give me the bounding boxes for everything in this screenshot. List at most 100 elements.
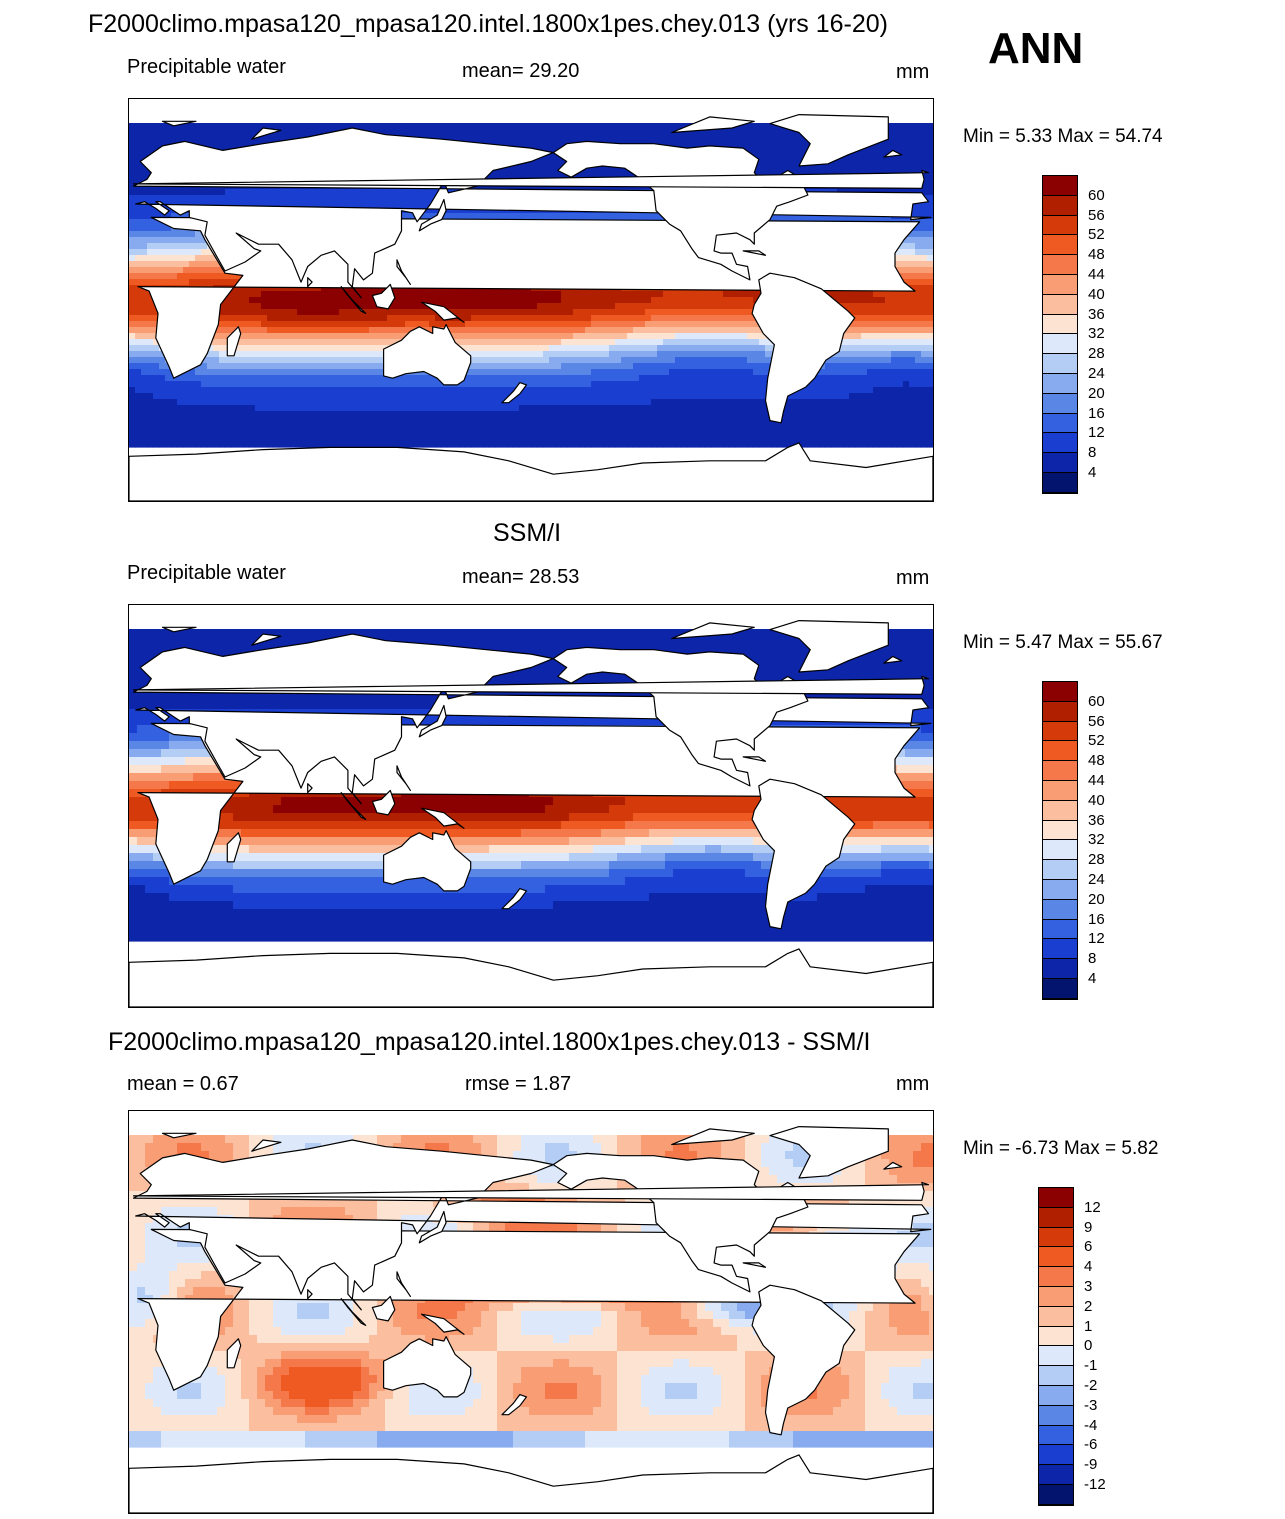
field-cell — [549, 435, 556, 442]
field-cell — [627, 405, 634, 412]
field-cell — [255, 411, 262, 418]
field-cell — [243, 441, 250, 448]
field-cell — [129, 141, 136, 148]
field-cell — [507, 297, 514, 304]
field-cell — [243, 411, 250, 418]
field-cell — [513, 303, 520, 310]
field-cell — [627, 417, 634, 424]
field-cell — [645, 417, 652, 424]
field-cell — [321, 375, 328, 382]
field-cell — [213, 201, 220, 208]
field-cell — [633, 357, 640, 364]
field-cell — [243, 351, 250, 358]
field-cell — [273, 417, 280, 424]
field-cell — [135, 423, 142, 430]
field-cell — [585, 435, 592, 442]
field-cell — [627, 399, 634, 406]
field-cell — [405, 327, 412, 334]
field-cell — [291, 123, 298, 130]
field-cell — [327, 321, 334, 328]
field-cell — [303, 351, 310, 358]
field-cell — [219, 195, 226, 202]
field-cell — [201, 261, 208, 268]
field-cell — [453, 399, 460, 406]
field-cell — [333, 411, 340, 418]
field-cell — [219, 201, 226, 208]
field-cell — [243, 357, 250, 364]
field-cell — [351, 381, 358, 388]
field-cell — [441, 135, 448, 142]
field-cell — [477, 351, 484, 358]
field-cell — [627, 315, 634, 322]
field-cell — [681, 123, 688, 130]
field-cell — [387, 309, 394, 316]
field-cell — [237, 321, 244, 328]
field-cell — [645, 387, 652, 394]
field-cell — [609, 321, 616, 328]
field-cell — [489, 429, 496, 436]
field-cell — [519, 141, 526, 148]
field-cell — [153, 273, 160, 280]
field-cell — [417, 123, 424, 130]
field-cell — [597, 435, 604, 442]
field-cell — [321, 381, 328, 388]
field-cell — [237, 423, 244, 430]
field-cell — [627, 435, 634, 442]
field-cell — [471, 435, 478, 442]
field-cell — [375, 405, 382, 412]
field-cell — [477, 441, 484, 448]
field-cell — [501, 141, 508, 148]
field-cell — [315, 189, 322, 196]
field-cell — [465, 297, 472, 304]
field-cell — [285, 291, 292, 298]
field-cell — [261, 417, 268, 424]
field-cell — [219, 399, 226, 406]
field-cell — [453, 435, 460, 442]
field-cell — [315, 129, 322, 136]
field-cell — [303, 387, 310, 394]
field-cell — [201, 357, 208, 364]
field-cell — [483, 393, 490, 400]
field-cell — [171, 429, 178, 436]
field-cell — [309, 357, 316, 364]
field-cell — [231, 429, 238, 436]
field-cell — [381, 189, 388, 196]
field-cell — [231, 405, 238, 412]
field-cell — [321, 387, 328, 394]
field-cell — [423, 435, 430, 442]
field-cell — [543, 363, 550, 370]
field-cell — [201, 249, 208, 256]
field-cell — [291, 423, 298, 430]
field-cell — [297, 321, 304, 328]
field-cell — [417, 189, 424, 196]
field-cell — [147, 315, 154, 322]
field-cell — [579, 291, 586, 298]
field-cell — [171, 411, 178, 418]
field-cell — [489, 381, 496, 388]
field-cell — [153, 417, 160, 424]
field-cell — [405, 321, 412, 328]
field-cell — [333, 429, 340, 436]
field-cell — [561, 423, 568, 430]
field-cell — [291, 201, 298, 208]
field-cell — [603, 213, 610, 220]
field-cell — [591, 411, 598, 418]
field-cell — [297, 441, 304, 448]
field-cell — [219, 369, 226, 376]
field-cell — [555, 213, 562, 220]
field-cell — [183, 393, 190, 400]
field-cell — [171, 123, 178, 130]
field-cell — [315, 393, 322, 400]
field-cell — [237, 189, 244, 196]
field-cell — [147, 297, 154, 304]
field-cell — [429, 417, 436, 424]
field-cell — [453, 303, 460, 310]
field-cell — [303, 417, 310, 424]
field-cell — [297, 369, 304, 376]
field-cell — [369, 291, 376, 298]
field-cell — [291, 429, 298, 436]
field-cell — [339, 375, 346, 382]
field-cell — [513, 291, 520, 298]
field-cell — [261, 303, 268, 310]
field-cell — [537, 171, 544, 178]
